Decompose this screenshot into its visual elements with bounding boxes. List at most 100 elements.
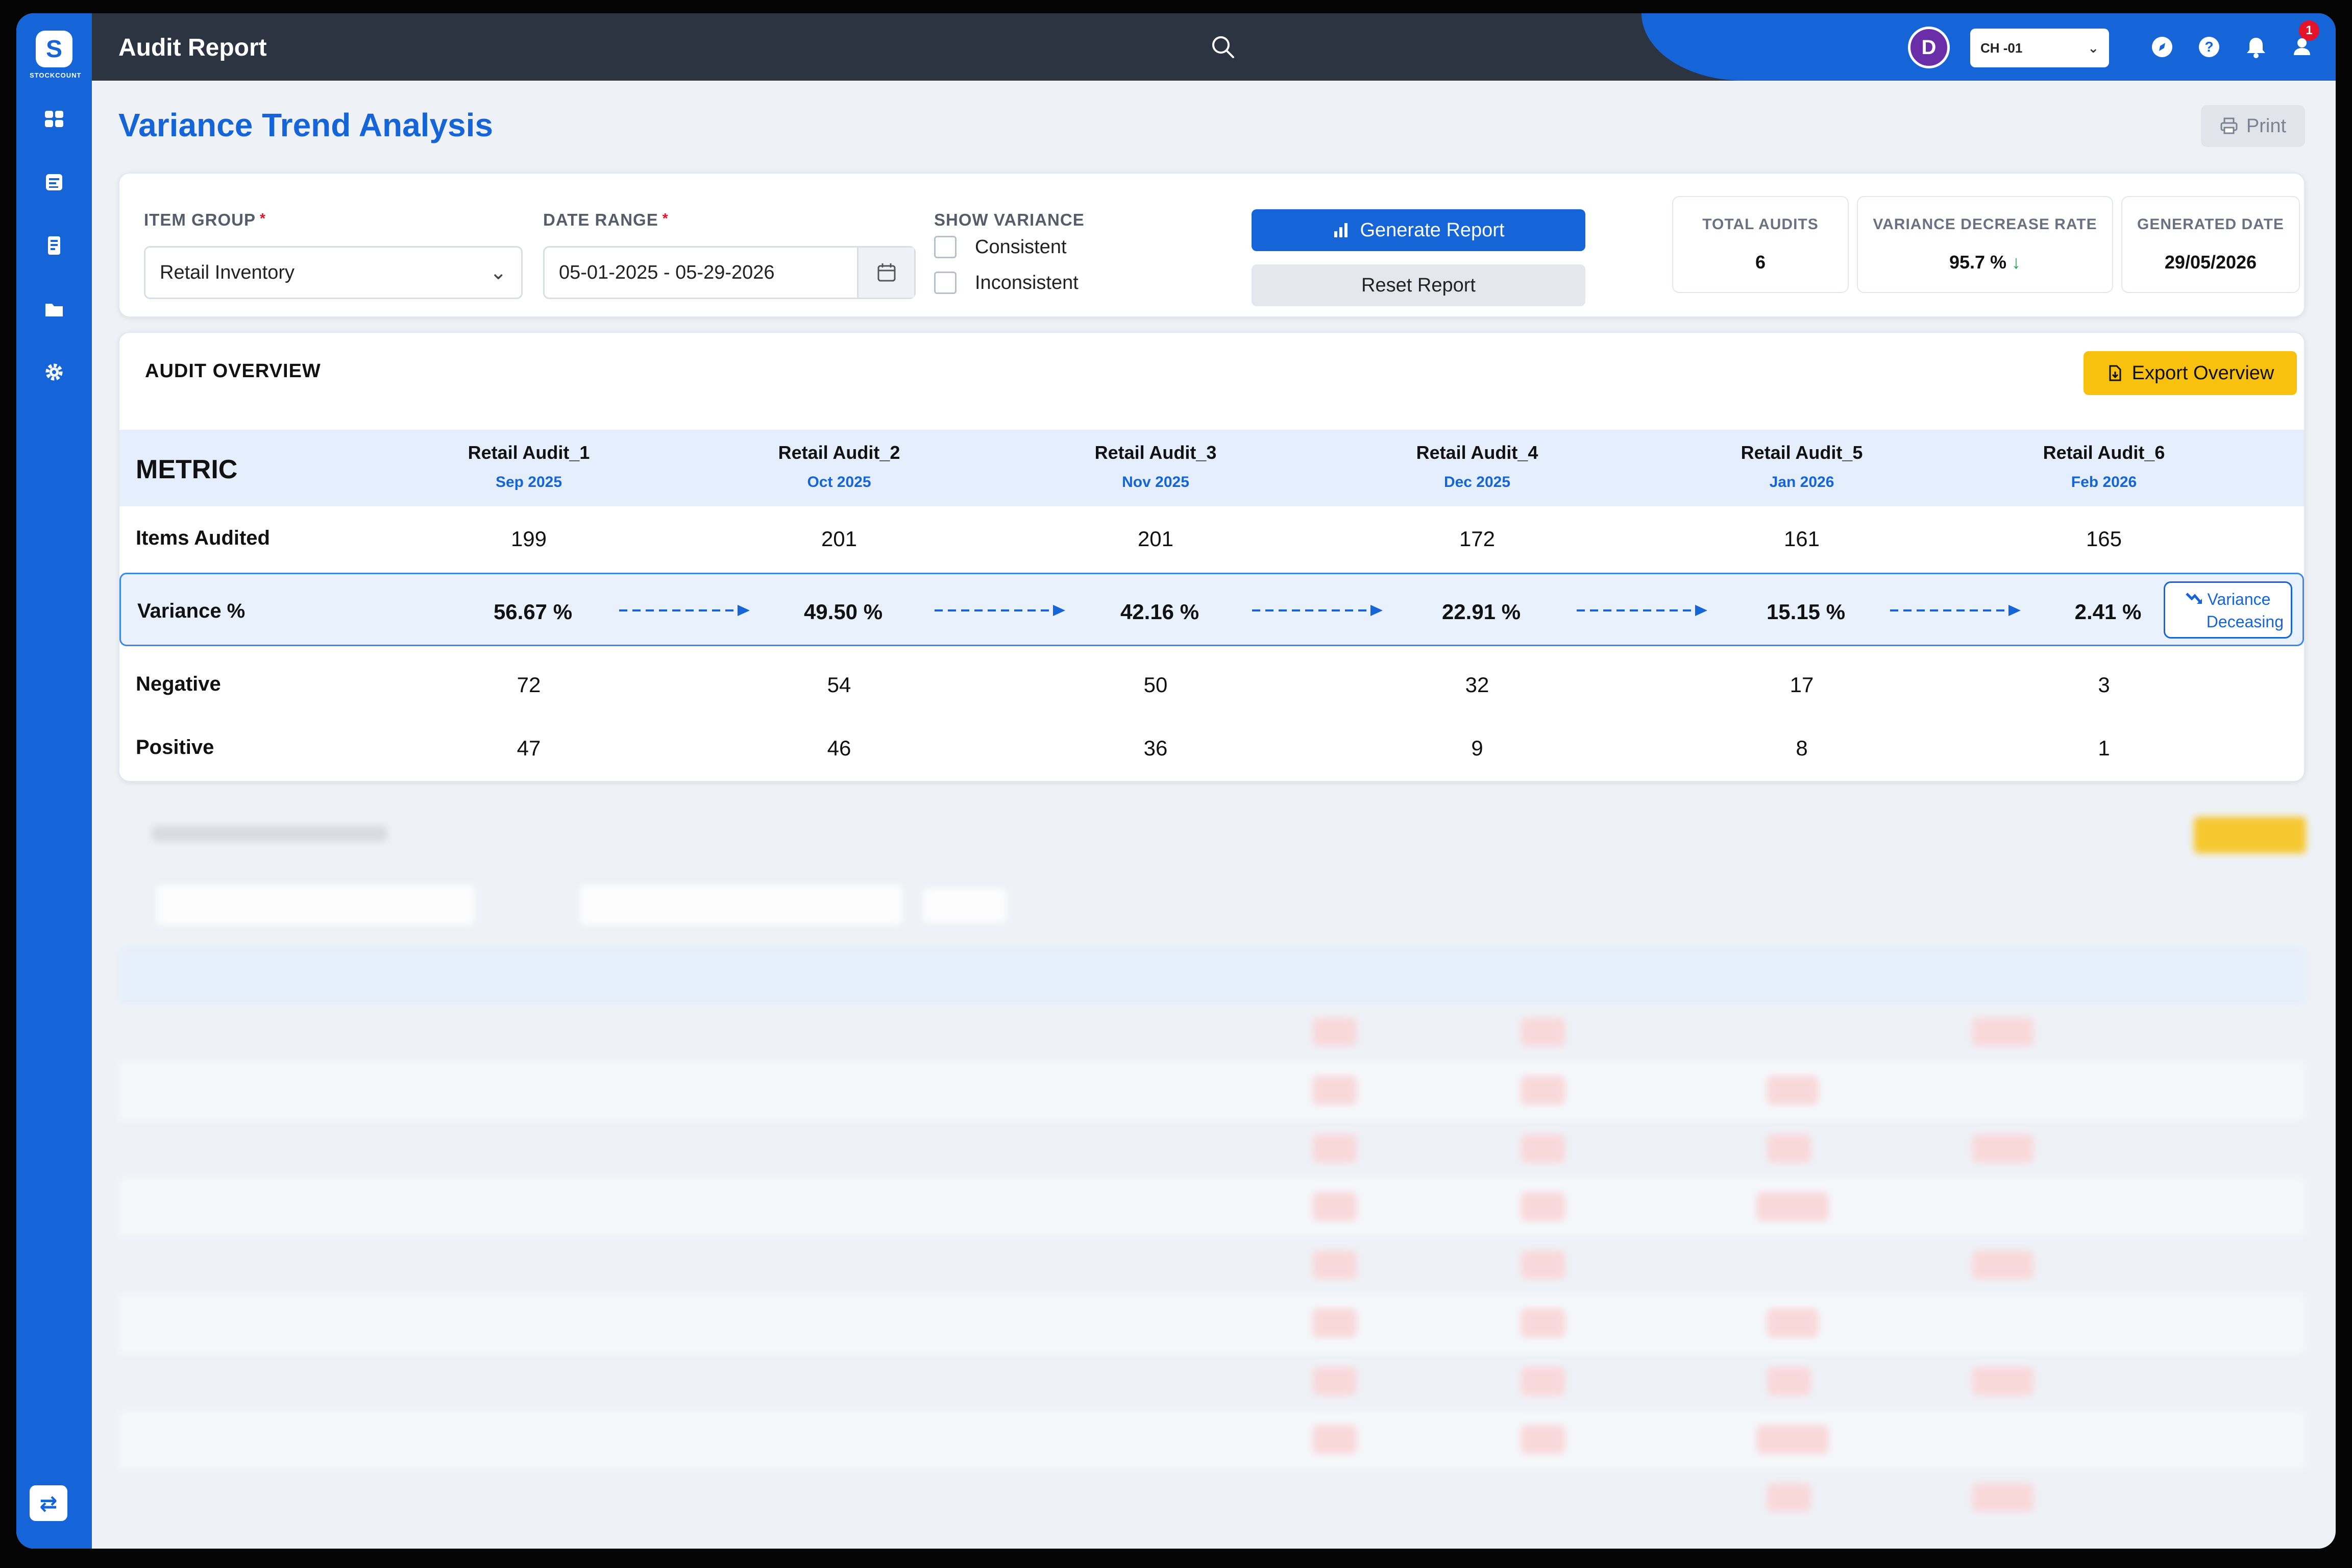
audit-column-header: Retail Audit_2 Oct 2025: [778, 442, 900, 491]
reset-label: Reset Report: [1361, 274, 1476, 296]
show-variance-label: SHOW VARIANCE: [934, 210, 1085, 229]
detail-search-input[interactable]: [154, 883, 477, 927]
arrow-right-icon: [1890, 605, 2021, 616]
help-icon[interactable]: ?: [2194, 32, 2224, 62]
detail-category-select[interactable]: [578, 883, 904, 927]
row-value: 17: [1790, 673, 1814, 697]
inconsistent-checkbox[interactable]: [934, 272, 957, 294]
calendar-icon[interactable]: [857, 248, 914, 298]
arrow-down-icon: ↓: [2012, 252, 2021, 273]
table-row: [118, 1294, 2305, 1353]
top-bar: Audit Report D CH -01 ⌄ ? 1: [92, 13, 2336, 81]
generated-date-stat: GENERATED DATE 29/05/2026: [2121, 196, 2300, 293]
branch-value: CH -01: [1980, 40, 2023, 56]
row-value: 199: [510, 527, 547, 551]
row-value: 72: [517, 673, 541, 697]
detail-title-placeholder: [152, 826, 387, 841]
row-value: 46: [827, 736, 851, 760]
consistent-checkbox[interactable]: [934, 236, 957, 258]
variance-decrease-label: VARIANCE DECREASE RATE: [1873, 216, 2097, 233]
inconsistent-label: Inconsistent: [975, 272, 1079, 293]
branch-select[interactable]: CH -01 ⌄: [1970, 29, 2109, 67]
row-value: 1: [2098, 736, 2110, 760]
printer-icon: [2220, 117, 2238, 134]
avatar[interactable]: D: [1908, 27, 1950, 68]
reset-report-button[interactable]: Reset Report: [1252, 264, 1585, 306]
bell-icon[interactable]: [2241, 32, 2271, 62]
row-value: 165: [2086, 527, 2122, 551]
table-row: [118, 1469, 2305, 1527]
item-group-select[interactable]: Retail Inventory ⌄: [144, 246, 523, 299]
dashboard-icon[interactable]: [36, 102, 72, 136]
swap-icon[interactable]: ⇄: [30, 1485, 67, 1521]
table-row: [118, 1120, 2305, 1178]
detail-table-header: [118, 947, 2305, 1003]
svg-text:?: ?: [2204, 39, 2213, 55]
generated-date-value: 29/05/2026: [2164, 252, 2257, 273]
audit-column-header: Retail Audit_3 Nov 2025: [1094, 442, 1217, 491]
logo-text: STOCKCOUNT: [30, 71, 82, 79]
export-overview-button[interactable]: Export Overview: [2084, 351, 2297, 395]
user-icon[interactable]: [2287, 32, 2317, 62]
total-audits-value: 6: [1755, 252, 1766, 273]
table-row: [118, 1062, 2305, 1120]
total-audits-stat: TOTAL AUDITS 6: [1672, 196, 1849, 293]
audit-column-header: Retail Audit_1 Sep 2025: [468, 442, 590, 491]
table-row: [118, 1178, 2305, 1236]
app-title: Audit Report: [118, 34, 267, 61]
chevron-down-icon: ⌄: [489, 261, 507, 284]
export-overview-label: Export Overview: [2132, 362, 2274, 384]
inventory-icon[interactable]: [36, 228, 72, 263]
print-button[interactable]: Print: [2201, 105, 2305, 147]
consistent-label: Consistent: [975, 236, 1067, 258]
items-audited-row: Items Audited 199 201 201 172 161 165: [119, 506, 2304, 568]
row-value: 2.41 %: [2074, 600, 2142, 624]
item-group-label: ITEM GROUP *: [144, 210, 266, 229]
audit-column-header: Retail Audit_6 Feb 2026: [2043, 442, 2165, 491]
row-value: 161: [1783, 527, 1820, 551]
table-row: [118, 1411, 2305, 1469]
row-value: 201: [1137, 527, 1174, 551]
arrow-right-icon: [935, 605, 1065, 616]
arrow-right-icon: [1577, 605, 1707, 616]
consistent-checkbox-row[interactable]: Consistent: [934, 236, 1067, 258]
gear-icon[interactable]: [36, 355, 72, 389]
generate-report-button[interactable]: Generate Report: [1252, 209, 1585, 251]
detail-reset-button[interactable]: [921, 886, 1009, 925]
variance-row: Variance % 56.67 % 49.50 % 42.16 % 22.91…: [119, 573, 2304, 646]
row-label: Positive: [136, 736, 214, 758]
generated-date-label: GENERATED DATE: [2137, 216, 2284, 233]
variance-trend-badge: Variance Deceasing: [2164, 581, 2292, 639]
row-value: 32: [1465, 673, 1489, 697]
folder-icon[interactable]: [36, 291, 72, 326]
row-label: Variance %: [137, 600, 246, 622]
item-group-value: Retail Inventory: [160, 261, 295, 283]
date-range-input[interactable]: 05-01-2025 - 05-29-2026: [543, 246, 916, 299]
compass-icon[interactable]: [2147, 32, 2177, 62]
print-label: Print: [2246, 115, 2287, 137]
detail-export-button[interactable]: [2194, 817, 2306, 853]
row-value: 15.15 %: [1766, 600, 1846, 624]
row-label: Negative: [136, 673, 221, 695]
report-icon[interactable]: [36, 165, 72, 200]
row-value: 172: [1459, 527, 1496, 551]
arrow-right-icon: [1252, 605, 1383, 616]
generate-label: Generate Report: [1360, 219, 1505, 241]
variance-decrease-value: 95.7 % ↓: [1949, 252, 2021, 273]
search-icon[interactable]: [1209, 33, 1237, 61]
positive-row: Positive 47 46 36 9 8 1: [119, 716, 2304, 777]
audit-overview-card: AUDIT OVERVIEW Export Overview METRIC Re…: [118, 332, 2305, 782]
overview-header: METRIC Retail Audit_1 Sep 2025 Retail Aud…: [119, 430, 2304, 506]
row-label: Items Audited: [136, 527, 270, 549]
variance-detail-section-blurred: [118, 810, 2306, 1545]
row-value: 42.16 %: [1120, 600, 1199, 624]
audit-column-header: Retail Audit_5 Jan 2026: [1741, 442, 1863, 491]
row-value: 201: [821, 527, 857, 551]
metric-header: METRIC: [136, 455, 238, 484]
side-nav: [36, 102, 72, 389]
date-range-label: DATE RANGE *: [543, 210, 669, 229]
inconsistent-checkbox-row[interactable]: Inconsistent: [934, 272, 1079, 294]
negative-row: Negative 72 54 50 32 17 3: [119, 652, 2304, 714]
trend-down-icon: [2185, 593, 2202, 604]
table-row: [118, 1353, 2305, 1411]
